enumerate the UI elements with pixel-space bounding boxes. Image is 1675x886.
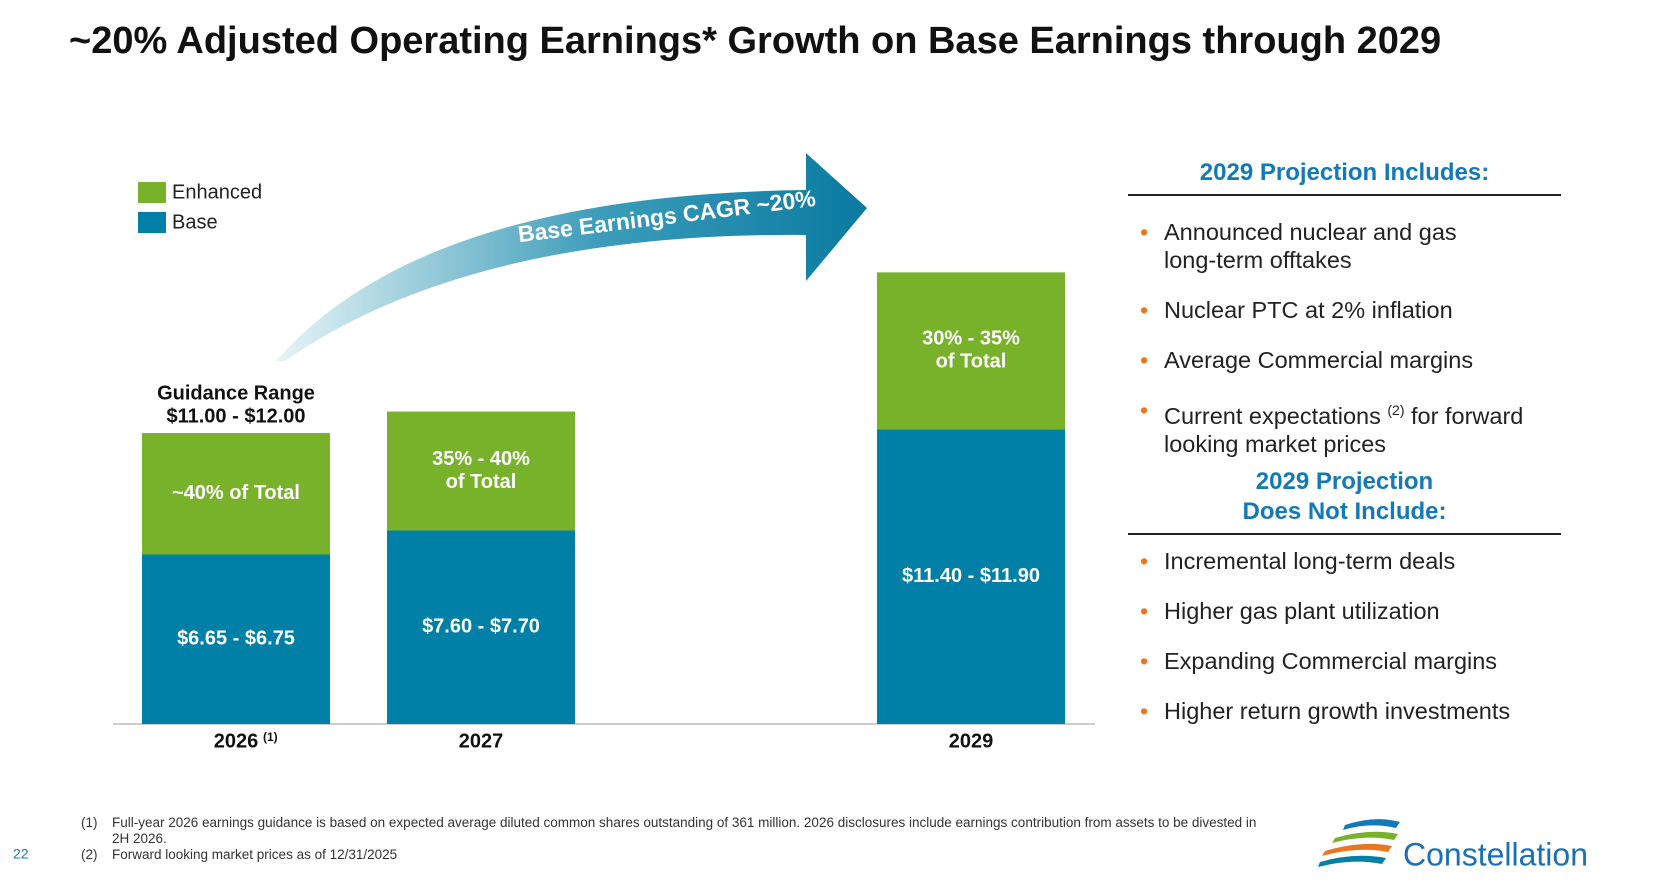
footnotes: (1) Full-year 2026 earnings guidance is b…	[81, 815, 1271, 863]
includes-panel: 2029 Projection Includes: Announced nucl…	[1128, 158, 1561, 458]
bullet: Higher gas plant utilization	[1128, 597, 1561, 625]
bullet-text: Expanding Commercial margins	[1164, 648, 1498, 674]
bullet-text: Higher return growth investments	[1164, 698, 1511, 724]
bar-segment	[387, 411, 575, 531]
segment-label: 30% - 35%	[922, 328, 1020, 350]
footnote: (1) Full-year 2026 earnings guidance is b…	[81, 815, 1271, 847]
x-tick-label: 2029	[949, 730, 994, 752]
cagr-arrow	[276, 153, 867, 361]
bullet-text: Average Commercial margins	[1164, 347, 1474, 373]
bullet: Incremental long-term deals	[1128, 547, 1561, 575]
legend-swatch	[138, 182, 166, 203]
footnote-marker: (1)	[81, 815, 98, 830]
bullet-text: Higher gas plant utilization	[1164, 598, 1440, 624]
panel-heading: 2029 Projection Does Not Include:	[1128, 467, 1561, 535]
bullet: Expanding Commercial margins	[1128, 647, 1561, 675]
page-number: 22	[13, 846, 29, 862]
segment-label: $6.65 - $6.75	[177, 628, 295, 650]
x-tick-label: 2027	[459, 730, 504, 752]
footnote-marker: (2)	[81, 847, 98, 862]
bullet: Average Commercial margins	[1128, 346, 1561, 374]
guidance-annotation: $11.00 - $12.00	[166, 405, 305, 427]
footnote-ref: (2)	[1387, 402, 1405, 418]
logo-mark	[1318, 819, 1400, 867]
bar-segment	[142, 433, 330, 555]
segment-label: ~40% of Total	[172, 482, 300, 504]
logo-text: Constellation	[1403, 836, 1588, 872]
footnote-text: Forward looking market prices as of 12/3…	[112, 847, 398, 862]
bar-segment	[877, 429, 1065, 724]
bullet-line: Current expectations (2) for forward	[1164, 396, 1561, 430]
bar-segment	[142, 554, 330, 724]
footnote: (2) Forward looking market prices as of 1…	[81, 847, 1271, 863]
bullet-text: long-term offtakes	[1164, 247, 1352, 273]
bullet-text: looking market prices	[1164, 430, 1387, 457]
segment-label: $7.60 - $7.70	[422, 616, 540, 638]
bullet: Nuclear PTC at 2% inflation	[1128, 296, 1561, 324]
heading-line: 2029 Projection Includes:	[1199, 159, 1490, 186]
bullet-text: for forward	[1411, 402, 1524, 429]
legend-label: Enhanced	[172, 181, 262, 203]
bullet-text: Announced nuclear and gas	[1164, 219, 1457, 245]
bar-segment	[387, 530, 575, 724]
legend-label: Base	[172, 211, 218, 233]
legend-swatch	[138, 212, 166, 233]
segment-label: $11.40 - $11.90	[902, 565, 1040, 587]
heading-line: 2029 Projection	[1255, 468, 1434, 495]
bullet-text: Nuclear PTC at 2% inflation	[1164, 297, 1453, 323]
title: ~20% Adjusted Operating Earnings* Growth…	[69, 20, 1441, 62]
bullet: Higher return growth investments	[1128, 697, 1561, 725]
bar-segment	[877, 272, 1065, 430]
segment-label: of Total	[446, 471, 517, 493]
segment-label: 35% - 40%	[432, 448, 530, 470]
segment-label: of Total	[936, 351, 1007, 373]
x-tick-note: (1)	[263, 730, 278, 744]
footnote-text: Full-year 2026 earnings guidance is base…	[112, 815, 1257, 846]
panel-heading: 2029 Projection Includes:	[1128, 158, 1561, 196]
bullet: Current expectations (2) for forwardlook…	[1128, 396, 1561, 458]
heading-line: Does Not Include:	[1242, 498, 1447, 525]
bullet-text: Incremental long-term deals	[1164, 548, 1456, 574]
excludes-panel: 2029 Projection Does Not Include: Increme…	[1128, 467, 1561, 725]
x-tick-label: 2026	[214, 730, 259, 752]
bullet-text: Current expectations	[1164, 402, 1381, 429]
guidance-annotation: Guidance Range	[157, 382, 315, 404]
